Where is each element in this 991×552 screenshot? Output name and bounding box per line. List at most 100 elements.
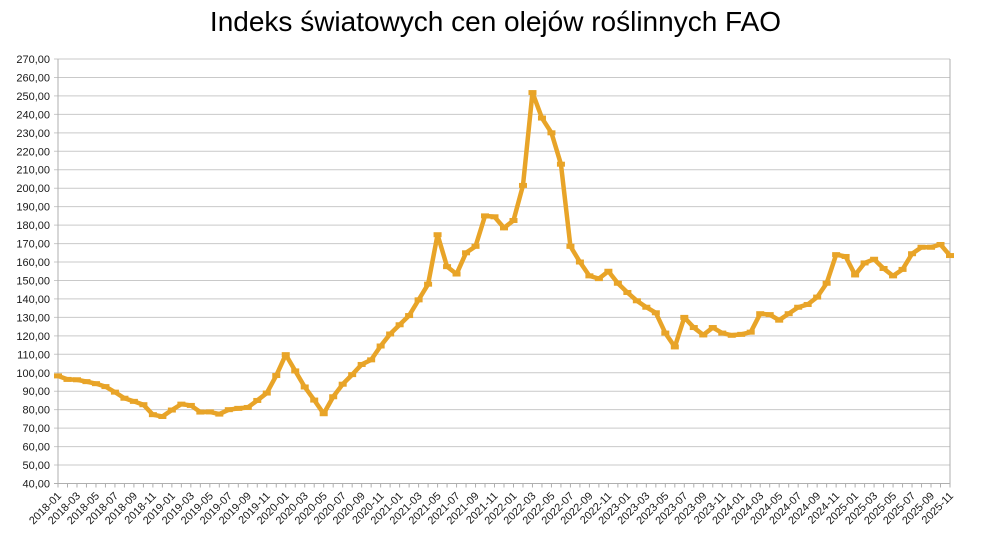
data-point-marker [158, 414, 167, 419]
y-axis-label: 260,00 [16, 72, 50, 84]
series-line [57, 90, 952, 419]
y-axis-label: 270,00 [16, 54, 50, 66]
data-point-marker [841, 253, 850, 259]
data-point-marker [927, 244, 936, 250]
data-point-marker [813, 294, 822, 300]
data-point-marker [651, 310, 660, 316]
data-point-marker [386, 331, 395, 337]
data-point-marker [946, 253, 954, 259]
data-point-marker [623, 289, 632, 295]
y-axis-label: 150,00 [16, 275, 50, 287]
data-point-marker [727, 332, 736, 338]
y-axis-label: 250,00 [16, 91, 50, 103]
y-axis-label: 70,00 [22, 423, 50, 435]
y-axis-labels: 270,00 260,00 250,00 240,00 230,00 220,00 210,… [16, 54, 50, 491]
data-point-marker [889, 273, 898, 279]
data-point-marker [708, 325, 717, 331]
data-point-marker [737, 331, 746, 337]
data-point-marker [110, 389, 119, 395]
data-point-marker [433, 232, 442, 238]
data-point-marker [870, 256, 879, 262]
data-point-marker [518, 182, 527, 188]
data-point-marker [443, 264, 452, 270]
data-point-marker [348, 372, 357, 378]
y-axis-label: 240,00 [16, 109, 50, 121]
data-point-marker [234, 405, 243, 411]
y-axis-label: 180,00 [16, 220, 50, 232]
data-point-marker [215, 411, 224, 417]
data-point-marker [101, 384, 110, 390]
y-axis-label: 80,00 [22, 405, 50, 417]
data-point-marker [63, 376, 72, 382]
y-axis-label: 130,00 [16, 312, 50, 324]
y-axis-label: 90,00 [22, 386, 50, 398]
data-point-marker [851, 272, 860, 278]
y-gridlines [54, 58, 950, 484]
data-point-marker [329, 394, 338, 400]
data-point-marker [300, 384, 309, 390]
data-point-marker [462, 250, 471, 256]
y-axis-label: 100,00 [16, 368, 50, 380]
data-point-marker [338, 381, 347, 387]
price-series [54, 90, 954, 419]
data-point-marker [405, 313, 414, 319]
y-axis-label: 220,00 [16, 146, 50, 158]
data-point-marker [765, 312, 774, 318]
data-point-marker [936, 241, 945, 247]
data-point-marker [575, 259, 584, 265]
data-point-marker [822, 280, 831, 286]
data-point-marker [500, 225, 508, 231]
data-point-marker [414, 297, 423, 303]
data-point-marker [528, 90, 537, 96]
data-point-marker [82, 379, 91, 385]
data-point-marker [367, 357, 376, 363]
y-axis-label: 110,00 [17, 349, 50, 361]
data-point-marker [129, 398, 138, 404]
data-point-marker [794, 304, 803, 310]
y-axis-label: 210,00 [16, 165, 50, 177]
data-point-marker [537, 115, 546, 121]
data-point-marker [632, 298, 641, 304]
data-point-marker [262, 390, 271, 396]
data-point-marker [357, 361, 366, 367]
data-point-marker [594, 276, 603, 282]
data-point-marker [471, 243, 480, 249]
data-point-marker [395, 322, 404, 328]
y-axis-label: 200,00 [16, 183, 50, 195]
data-point-marker [832, 252, 841, 258]
data-point-marker [898, 266, 907, 272]
chart-title: Indeks światowych cen olejów roślinnych … [209, 6, 782, 37]
data-point-marker [224, 407, 233, 413]
data-point-marker [186, 402, 195, 408]
y-axis-label: 230,00 [16, 128, 50, 140]
data-point-marker [253, 397, 262, 403]
data-point-marker [566, 243, 575, 249]
data-point-marker [452, 271, 461, 277]
data-point-marker [860, 260, 869, 266]
data-point-marker [177, 401, 186, 407]
data-point-marker [54, 373, 62, 379]
data-point-marker [642, 304, 651, 310]
data-point-marker [879, 265, 888, 271]
plot-frame [54, 59, 951, 484]
data-point-marker [310, 397, 319, 403]
data-point-marker [756, 311, 765, 317]
data-point-marker [376, 343, 385, 349]
data-point-marker [775, 317, 784, 323]
y-axis-label: 50,00 [22, 460, 50, 472]
data-point-marker [908, 251, 917, 257]
y-axis-label: 170,00 [16, 239, 50, 251]
data-point-marker [72, 377, 81, 383]
data-point-marker [604, 268, 613, 274]
data-point-marker [424, 281, 433, 287]
x-axis-labels: 2018-012018-032018-052018-072018-092018-… [27, 490, 956, 527]
data-point-marker [281, 352, 290, 358]
data-point-marker [167, 407, 176, 413]
data-point-marker [243, 404, 252, 410]
data-point-marker [91, 381, 100, 387]
data-point-marker [547, 130, 556, 136]
data-point-marker [196, 409, 205, 415]
data-point-marker [319, 411, 328, 417]
